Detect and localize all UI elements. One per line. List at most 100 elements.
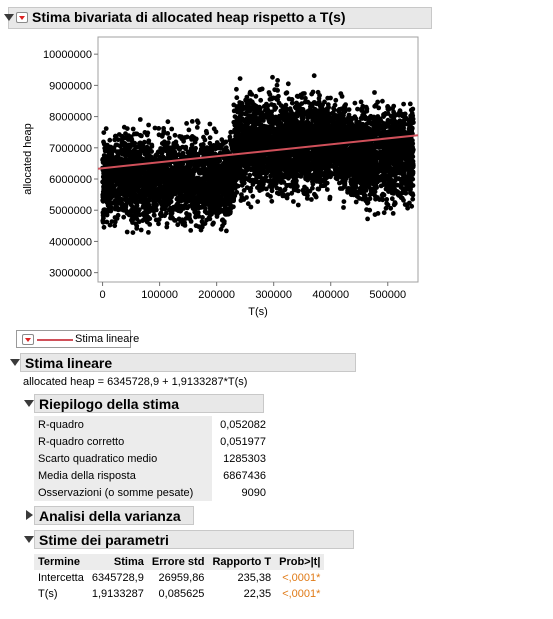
data-point xyxy=(200,215,205,220)
data-point xyxy=(222,167,228,173)
data-point xyxy=(239,179,245,184)
data-point xyxy=(103,197,109,203)
scatter-plot[interactable]: 0 100000 200000 300000 400000 500000 30000004… xyxy=(0,0,553,320)
data-point xyxy=(189,183,195,189)
data-point xyxy=(234,86,239,92)
data-point xyxy=(173,167,179,172)
data-point xyxy=(112,219,118,225)
data-point xyxy=(285,192,291,198)
data-point xyxy=(164,192,170,198)
data-point xyxy=(109,168,115,174)
data-point xyxy=(153,181,158,187)
data-point xyxy=(194,180,200,185)
data-point xyxy=(211,186,217,191)
data-point xyxy=(304,109,310,114)
data-point xyxy=(295,202,301,208)
data-point xyxy=(123,131,128,137)
data-point xyxy=(267,144,272,150)
data-point xyxy=(166,207,172,213)
data-point xyxy=(328,174,333,180)
data-point xyxy=(165,131,171,136)
data-point xyxy=(168,215,173,221)
data-point xyxy=(134,144,140,150)
data-point xyxy=(274,190,280,196)
data-point xyxy=(132,182,138,187)
data-point xyxy=(204,176,210,182)
data-point xyxy=(142,139,147,145)
data-point xyxy=(140,218,146,224)
data-point xyxy=(176,174,182,180)
data-point xyxy=(126,183,132,189)
data-point xyxy=(304,166,310,172)
data-point xyxy=(128,202,134,208)
data-point xyxy=(308,134,313,140)
data-point xyxy=(140,211,146,217)
data-point xyxy=(130,220,135,225)
data-point xyxy=(158,200,164,205)
data-point xyxy=(233,121,239,127)
data-point xyxy=(164,178,170,183)
data-point xyxy=(201,204,207,210)
data-point xyxy=(204,145,210,151)
data-point xyxy=(265,178,271,184)
data-point xyxy=(194,118,200,124)
data-point xyxy=(272,87,278,93)
data-point xyxy=(311,172,317,177)
data-point xyxy=(175,201,181,207)
data-point xyxy=(167,161,172,167)
data-point xyxy=(181,138,187,144)
data-point xyxy=(157,211,163,217)
data-point xyxy=(271,177,276,183)
data-point xyxy=(198,198,204,204)
data-point xyxy=(112,198,118,204)
data-point xyxy=(207,121,213,127)
report-title: Stima bivariata di allocated heap rispet… xyxy=(32,9,346,25)
data-point xyxy=(102,147,108,153)
data-point xyxy=(263,186,269,192)
data-point xyxy=(309,197,314,202)
data-point xyxy=(184,121,190,126)
data-point xyxy=(241,159,247,165)
data-point xyxy=(156,221,161,227)
data-point xyxy=(101,139,106,145)
data-point xyxy=(117,201,122,206)
collapse-triangle-icon[interactable] xyxy=(4,14,14,21)
data-point xyxy=(275,162,280,168)
data-point xyxy=(299,101,305,106)
data-point xyxy=(153,204,158,210)
data-point xyxy=(247,161,253,167)
data-point xyxy=(175,222,181,228)
data-point xyxy=(177,147,183,153)
data-point xyxy=(183,216,189,221)
data-point xyxy=(184,174,190,180)
data-point xyxy=(211,202,217,207)
data-point xyxy=(258,122,264,128)
data-point xyxy=(174,196,180,202)
data-point xyxy=(255,199,261,205)
data-point xyxy=(204,130,210,136)
data-point xyxy=(228,129,234,135)
data-point xyxy=(157,164,163,170)
data-point xyxy=(166,135,172,141)
data-point xyxy=(170,183,176,189)
data-point xyxy=(285,81,291,87)
data-point xyxy=(221,220,227,226)
data-point xyxy=(134,167,140,172)
data-point xyxy=(278,167,283,173)
data-point xyxy=(304,141,309,147)
red-triangle-menu-icon[interactable] xyxy=(16,12,28,23)
data-point xyxy=(162,206,167,212)
data-point xyxy=(227,134,233,140)
data-point xyxy=(200,180,205,186)
data-point xyxy=(281,180,287,185)
data-point xyxy=(275,78,280,83)
data-point xyxy=(244,167,250,173)
data-point xyxy=(163,181,169,187)
data-point xyxy=(209,148,215,154)
data-point xyxy=(124,159,130,165)
data-point xyxy=(233,143,239,149)
data-point xyxy=(179,178,185,184)
data-point xyxy=(146,138,152,144)
data-point xyxy=(134,131,140,137)
data-point xyxy=(289,100,295,106)
